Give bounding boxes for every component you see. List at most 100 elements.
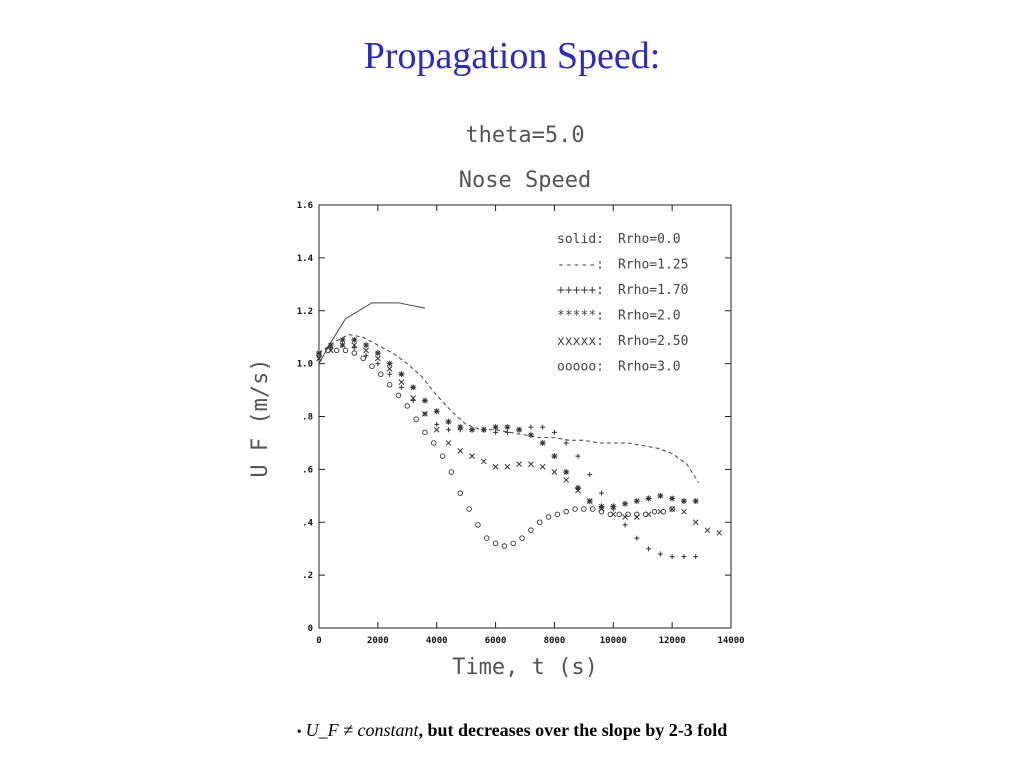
note-text: , but decreases over the slope by 2-3 fo… (418, 720, 728, 740)
star-marker (433, 408, 440, 415)
plus-marker (587, 472, 593, 478)
circle-marker (572, 506, 578, 512)
circle-marker (598, 508, 605, 515)
cross-marker (528, 461, 534, 467)
star-marker (680, 498, 687, 505)
circle-marker (316, 352, 322, 359)
x-axis-label: Time, t (s) (452, 655, 598, 680)
cross-marker (339, 342, 346, 348)
circle-marker (581, 506, 587, 512)
y-axis-label: U F (m/s) (248, 358, 273, 477)
summary-note: • U_F ≠ constant, but decreases over the … (0, 720, 1024, 741)
circle-marker (642, 511, 649, 518)
plus-marker (387, 371, 393, 377)
star-marker (374, 350, 381, 357)
circle-marker (501, 543, 508, 549)
cross-marker (363, 347, 369, 354)
circle-marker (510, 540, 516, 547)
legend-symbol: +++++: (557, 283, 604, 298)
y-tick-label: .6 (302, 465, 313, 475)
x-tick-label: 0 (316, 636, 321, 646)
plus-marker (351, 345, 357, 351)
circle-marker (519, 535, 525, 541)
legend-symbol: *****: (557, 309, 604, 324)
circle-marker (483, 535, 490, 541)
star-marker (610, 503, 617, 510)
chart-title: theta=5.0 (465, 123, 584, 148)
series-layer (316, 302, 723, 560)
series-circle (316, 347, 675, 549)
note-math: U_F ≠ constant (305, 720, 419, 740)
plus-marker (657, 551, 663, 557)
star-marker (421, 397, 428, 404)
star-marker (504, 424, 511, 431)
plus-marker (693, 554, 699, 560)
cross-marker (575, 487, 581, 494)
legend-label: Rrho=3.0 (618, 360, 681, 375)
cross-marker (551, 469, 558, 475)
cross-marker (539, 463, 546, 470)
star-marker (351, 336, 358, 343)
circle-marker (466, 506, 472, 512)
star-marker (398, 371, 405, 378)
y-tick-label: .8 (302, 413, 313, 423)
plus-marker (622, 522, 628, 528)
star-marker (386, 360, 393, 367)
legend-label: Rrho=1.70 (618, 283, 688, 298)
cross-marker (704, 527, 711, 534)
cross-marker (622, 514, 628, 520)
circle-marker (536, 519, 543, 526)
plus-marker (363, 353, 369, 359)
circle-marker (492, 540, 499, 547)
circle-marker (351, 350, 358, 356)
x-tick-label: 14000 (717, 636, 744, 646)
x-tick-label: 4000 (426, 636, 448, 646)
circle-marker (660, 508, 667, 515)
star-marker (492, 424, 499, 431)
cross-marker (469, 453, 475, 460)
circle-marker (448, 469, 455, 475)
plus-marker (434, 421, 440, 427)
cross-marker (386, 366, 393, 372)
star-marker (692, 498, 699, 505)
star-marker (516, 426, 523, 433)
circle-marker (342, 347, 349, 354)
circle-marker (386, 382, 393, 388)
circle-marker (669, 506, 675, 512)
y-tick-label: .2 (302, 571, 313, 581)
star-marker (539, 439, 546, 446)
circle-marker (554, 511, 561, 518)
star-marker (469, 426, 476, 433)
circle-marker (616, 511, 622, 518)
circle-marker (634, 511, 640, 518)
plus-marker (540, 424, 546, 430)
star-marker (598, 503, 605, 510)
plus-marker (563, 440, 569, 446)
star-marker (551, 453, 558, 460)
plus-marker (445, 427, 451, 433)
plus-marker (634, 535, 640, 541)
x-tick-label: 6000 (485, 636, 507, 646)
star-marker (339, 336, 346, 343)
star-marker (327, 342, 334, 349)
star-marker (480, 426, 487, 433)
y-tick-label: 1.4 (297, 254, 314, 264)
slide-title: Propagation Speed: (363, 35, 661, 77)
y-tick-label: .4 (302, 518, 313, 528)
plus-marker (398, 384, 404, 390)
circle-marker (545, 514, 552, 520)
legend-label: Rrho=2.50 (618, 334, 688, 349)
plus-marker (375, 361, 381, 367)
circle-marker (360, 355, 366, 362)
circle-marker (325, 347, 331, 354)
star-marker (669, 495, 676, 502)
plus-marker (410, 398, 416, 404)
cross-marker (433, 426, 440, 433)
cross-marker (716, 529, 723, 536)
star-marker (527, 432, 534, 439)
plus-marker (528, 424, 534, 430)
circle-marker (439, 453, 446, 459)
cross-marker (375, 355, 381, 362)
plus-marker (575, 453, 581, 459)
cross-marker (692, 519, 699, 526)
